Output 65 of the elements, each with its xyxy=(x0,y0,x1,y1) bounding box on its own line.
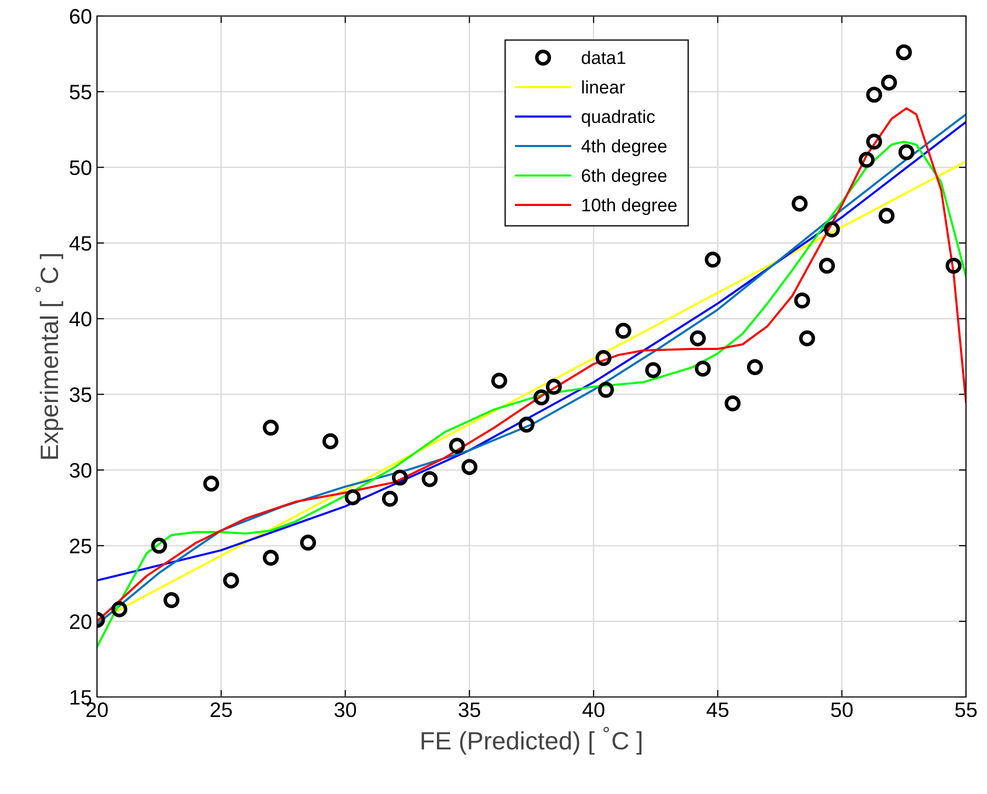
legend-label: 6th degree xyxy=(582,168,667,186)
x-tick-label: 40 xyxy=(582,702,604,718)
point xyxy=(223,572,240,588)
point xyxy=(461,458,478,475)
point xyxy=(645,362,662,378)
point xyxy=(694,360,711,377)
point xyxy=(300,534,316,551)
point xyxy=(794,292,810,308)
x-tick-label: 45 xyxy=(706,702,728,718)
point xyxy=(382,490,398,507)
y-tick-label: 35 xyxy=(70,387,92,402)
legend-label: data1 xyxy=(582,50,626,64)
legend-label: 4th degree xyxy=(581,139,667,156)
point xyxy=(746,359,763,376)
point xyxy=(518,416,535,433)
legend-label: linear xyxy=(582,80,625,94)
x-tick-label: 30 xyxy=(334,702,356,718)
y-tick-label: 30 xyxy=(70,463,92,478)
point xyxy=(946,258,962,274)
point xyxy=(111,601,128,618)
point xyxy=(422,471,438,488)
point xyxy=(344,489,361,506)
point xyxy=(546,378,562,395)
x-tick-label: 50 xyxy=(831,702,853,718)
point xyxy=(818,258,835,274)
point xyxy=(449,438,465,454)
y-tick-label: 40 xyxy=(69,312,92,326)
point xyxy=(203,476,220,492)
point xyxy=(598,382,614,398)
y-tick-label: 45 xyxy=(69,236,92,251)
point xyxy=(724,395,741,412)
y-axis-title: Experimental [ $^{°}$C ] xyxy=(35,254,64,459)
point xyxy=(898,144,914,160)
point xyxy=(792,196,808,212)
point xyxy=(866,134,882,150)
point xyxy=(866,86,882,103)
point xyxy=(262,420,279,436)
point xyxy=(491,372,508,389)
legend-label: 10th degree xyxy=(582,198,677,216)
point xyxy=(896,44,912,60)
point xyxy=(262,550,279,566)
point xyxy=(322,433,338,450)
point xyxy=(690,330,706,346)
x-tick-label: 55 xyxy=(955,702,977,718)
point xyxy=(164,592,180,608)
y-tick-label: 50 xyxy=(70,160,92,176)
point xyxy=(596,350,612,366)
point xyxy=(704,252,721,268)
point xyxy=(615,322,632,339)
y-tick-label: 60 xyxy=(70,9,92,24)
point xyxy=(881,74,898,91)
y-tick-label: 55 xyxy=(70,84,92,100)
legend-label: quadratic xyxy=(582,110,655,127)
point xyxy=(799,330,816,346)
point xyxy=(533,389,550,406)
point xyxy=(392,470,408,486)
point xyxy=(858,152,875,168)
y-tick-label: 25 xyxy=(70,538,92,554)
y-tick-label: 20 xyxy=(70,614,92,630)
point xyxy=(824,221,840,238)
point xyxy=(878,208,895,224)
point xyxy=(151,538,168,554)
x-axis-title: FE (Predicted) [ $^{°}$C ] xyxy=(422,726,642,755)
x-tick-label: 35 xyxy=(458,702,480,718)
x-tick-label: 25 xyxy=(210,702,232,718)
